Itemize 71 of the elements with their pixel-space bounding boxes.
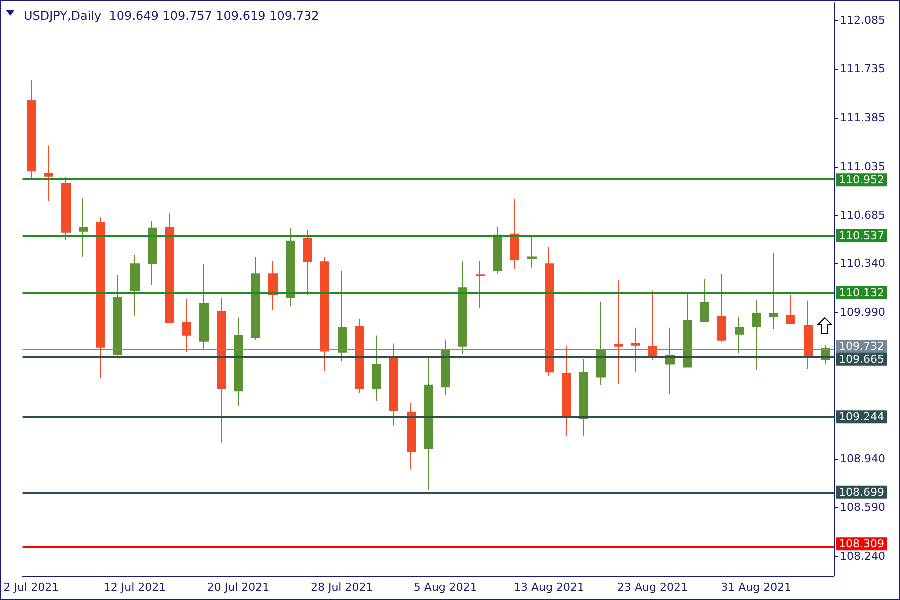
candlestick — [320, 256, 329, 372]
candlestick — [804, 300, 813, 370]
candlestick — [735, 316, 744, 354]
y-tick-label: 111.385 — [840, 112, 886, 125]
candlestick — [458, 260, 467, 355]
candlestick — [234, 317, 243, 407]
candlestick — [424, 356, 433, 492]
candlestick — [268, 260, 278, 312]
ref-line-label: 110.537 — [839, 229, 884, 242]
text: USDJPY,Daily 109.649 109.757 109.619 109.732 — [24, 9, 320, 23]
candlestick — [148, 220, 157, 286]
candlestick — [389, 343, 398, 426]
candlestick — [338, 270, 347, 362]
candlestick — [596, 301, 606, 386]
candlestick — [717, 274, 726, 343]
y-tick-label: 111.035 — [840, 160, 886, 174]
candlestick — [165, 213, 174, 324]
candlestick — [562, 346, 571, 436]
ref-line-label: 109.732 — [839, 340, 884, 353]
candlestick — [303, 230, 312, 296]
candlestick — [683, 293, 692, 368]
candlestick — [355, 318, 364, 394]
candlestick — [286, 228, 295, 308]
y-tick-label: 108.240 — [840, 550, 886, 563]
x-tick-label: 23 Aug 2021 — [618, 581, 688, 594]
y-tick-label: 109.990 — [840, 306, 886, 320]
candlestick — [769, 252, 778, 330]
x-tick-label: 31 Aug 2021 — [721, 581, 792, 594]
candlestick — [27, 80, 36, 179]
candlestick — [476, 260, 485, 310]
y-tick-label: 111.735 — [840, 62, 886, 76]
candlestick — [251, 256, 260, 341]
y-tick-label: 110.340 — [840, 257, 886, 270]
ref-line-label: 108.309 — [839, 538, 884, 551]
candlestick — [182, 298, 191, 353]
candlestick — [493, 226, 502, 274]
y-tick-label: 112.085 — [840, 14, 886, 27]
x-tick-label: 12 Jul 2021 — [104, 581, 166, 594]
candlestick — [217, 298, 226, 444]
candlestick — [96, 216, 105, 379]
x-tick-label: 13 Aug 2021 — [514, 581, 584, 594]
ref-line-label: 108.699 — [839, 486, 884, 499]
ref-line-label: 109.244 — [839, 410, 884, 424]
candlestick — [372, 335, 381, 402]
candlestick — [44, 145, 53, 202]
ref-line-label: 110.952 — [839, 174, 884, 187]
candlestick — [700, 278, 709, 324]
candlestick — [510, 199, 519, 270]
candlestick — [786, 294, 795, 324]
y-tick-label: 108.590 — [840, 501, 886, 514]
candlestick — [199, 264, 209, 350]
ref-line-label: 110.132 — [839, 286, 884, 300]
y-tick-label: 108.940 — [840, 452, 886, 466]
candlestick — [441, 339, 450, 396]
candlestick — [79, 198, 88, 258]
candlestick — [113, 274, 122, 356]
candlestick — [631, 327, 640, 373]
candlestick — [61, 176, 71, 241]
ref-line-label: 109.665 — [839, 352, 884, 366]
candlestick — [752, 299, 761, 371]
x-tick-label: 2 Jul 2021 — [4, 581, 60, 594]
x-tick-label: 28 Jul 2021 — [310, 581, 374, 594]
candlestick — [407, 402, 416, 470]
candlestick — [527, 235, 537, 268]
candlestick — [130, 254, 140, 316]
y-tick-label: 110.685 — [840, 209, 886, 222]
candlestick — [614, 280, 623, 385]
candlestick — [579, 358, 588, 436]
candlestick — [545, 246, 554, 377]
x-tick-label: 20 Jul 2021 — [207, 581, 270, 594]
x-tick-label: 5 Aug 2021 — [414, 581, 478, 594]
